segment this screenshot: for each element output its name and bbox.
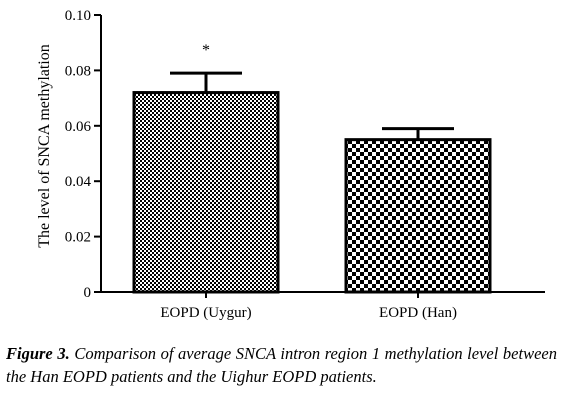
y-tick-label: 0.06 bbox=[65, 119, 92, 135]
figure-caption: Figure 3. Comparison of average SNCA int… bbox=[6, 342, 557, 388]
axes: 0 0.02 0.04 0.06 0.08 0.10 EOPD (Uygur) EOPD (H… bbox=[65, 8, 545, 321]
bar bbox=[344, 138, 492, 294]
bar bbox=[132, 91, 280, 294]
y-tick-label: 0.10 bbox=[65, 8, 91, 24]
y-tick-label: 0 bbox=[84, 285, 92, 301]
y-tick-label: 0.02 bbox=[65, 230, 91, 246]
y-tick-label: 0.08 bbox=[65, 63, 91, 79]
y-tick-label: 0.04 bbox=[65, 174, 92, 190]
significance-marker: * bbox=[202, 42, 210, 59]
bar-chart: 0 0.02 0.04 0.06 0.08 0.10 EOPD (Uygur) EOPD (H… bbox=[36, 8, 545, 321]
chart-marks: * bbox=[132, 42, 492, 294]
x-tick-label: EOPD (Uygur) bbox=[160, 305, 251, 321]
x-tick-label: EOPD (Han) bbox=[379, 305, 457, 321]
y-axis-title: The level of SNCA methylation bbox=[36, 44, 53, 248]
caption-label: Figure 3. bbox=[6, 344, 70, 363]
caption-text: Comparison of average SNCA intron region… bbox=[6, 344, 557, 386]
